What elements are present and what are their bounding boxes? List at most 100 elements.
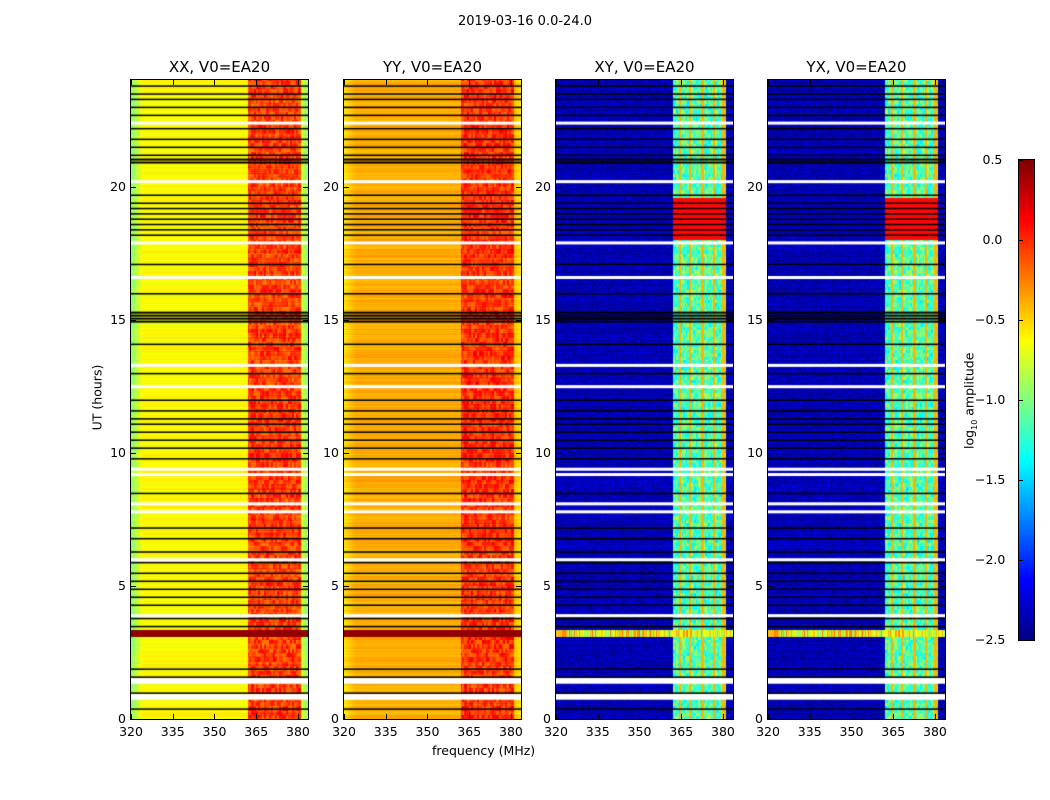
- y-tick-mark: [344, 719, 349, 720]
- x-tick-label: 380: [923, 724, 947, 739]
- x-tick-label: 320: [756, 724, 780, 739]
- y-tick-mark: [131, 719, 136, 720]
- x-tick-mark: [469, 80, 471, 85]
- x-tick-label: 335: [797, 724, 822, 739]
- colorbar-tick-label: −2.0: [975, 552, 1006, 567]
- x-tick-mark: [768, 80, 769, 85]
- heatmap-panel-xy: [556, 80, 733, 719]
- y-tick-mark: [768, 452, 773, 454]
- plot-frame: [767, 79, 946, 720]
- y-tick-label: 20: [535, 178, 551, 194]
- x-tick-mark: [597, 714, 599, 719]
- x-tick-mark: [297, 80, 299, 85]
- y-tick-mark: [131, 186, 136, 188]
- colorbar-tick-label: 0.0: [982, 232, 1003, 247]
- y-tick-label: 10: [747, 444, 763, 460]
- x-tick-mark: [344, 80, 345, 85]
- x-tick-mark: [681, 80, 683, 85]
- x-tick-mark: [893, 714, 895, 719]
- x-tick-mark: [256, 80, 258, 85]
- x-tick-mark: [172, 714, 174, 719]
- y-tick-mark: [344, 186, 349, 188]
- x-tick-mark: [722, 80, 724, 85]
- x-tick-mark: [851, 80, 853, 85]
- panel-title: YX, V0=EA20: [806, 58, 907, 76]
- y-tick-label: 5: [755, 577, 763, 593]
- x-tick-label: 365: [669, 724, 694, 739]
- y-tick-mark: [516, 585, 521, 587]
- y-tick-mark: [556, 319, 561, 321]
- y-tick-mark: [768, 719, 773, 720]
- y-tick-label: 20: [747, 178, 763, 194]
- x-tick-label: 320: [544, 724, 568, 739]
- x-tick-mark: [934, 714, 936, 719]
- x-tick-label: 335: [160, 724, 185, 739]
- x-tick-mark: [851, 714, 853, 719]
- x-tick-mark: [893, 80, 895, 85]
- x-tick-mark: [131, 80, 132, 85]
- panel-title: XX, V0=EA20: [168, 58, 271, 76]
- y-tick-mark: [940, 719, 945, 720]
- y-tick-mark: [131, 585, 136, 587]
- x-tick-label: 380: [711, 724, 735, 739]
- x-tick-label: 365: [881, 724, 906, 739]
- y-tick-mark: [728, 719, 733, 720]
- x-tick-mark: [597, 80, 599, 85]
- x-tick-label: 320: [332, 724, 356, 739]
- colorbar-label: log10 amplitude: [961, 346, 979, 456]
- y-tick-mark: [556, 585, 561, 587]
- colorbar: [1019, 160, 1034, 640]
- x-tick-mark: [556, 80, 557, 85]
- colorbar-label-sub: 10: [969, 419, 979, 430]
- y-tick-mark: [303, 186, 308, 188]
- x-tick-mark: [131, 714, 132, 719]
- y-tick-label: 20: [323, 178, 339, 194]
- y-tick-label: 20: [110, 178, 126, 194]
- y-tick-mark: [131, 452, 136, 454]
- y-tick-label: 10: [323, 444, 339, 460]
- y-tick-mark: [556, 719, 561, 720]
- heatmap-panel-yy: [344, 80, 521, 719]
- x-tick-label: 350: [839, 724, 864, 739]
- plot-frame: [555, 79, 734, 720]
- y-tick-mark: [556, 452, 561, 454]
- y-tick-mark: [303, 319, 308, 321]
- x-tick-mark: [681, 714, 683, 719]
- y-tick-mark: [728, 186, 733, 188]
- x-tick-mark: [639, 80, 641, 85]
- x-tick-mark: [722, 714, 724, 719]
- y-tick-mark: [768, 186, 773, 188]
- x-tick-label: 380: [286, 724, 310, 739]
- y-tick-mark: [728, 319, 733, 321]
- x-tick-mark: [510, 714, 512, 719]
- figure-title: 2019-03-16 0.0-24.0: [458, 14, 592, 29]
- x-tick-label: 335: [585, 724, 610, 739]
- colorbar-label-main: log: [961, 429, 977, 449]
- y-tick-mark: [303, 585, 308, 587]
- x-tick-label: 380: [499, 724, 523, 739]
- colorbar-tick-label: −1.0: [975, 392, 1006, 407]
- y-tick-mark: [768, 585, 773, 587]
- y-tick-mark: [516, 186, 521, 188]
- x-tick-mark: [385, 714, 387, 719]
- x-tick-label: 365: [457, 724, 482, 739]
- y-tick-mark: [768, 319, 773, 321]
- y-tick-mark: [344, 319, 349, 321]
- plot-frame: [130, 79, 309, 720]
- heatmap-panel-xx: [131, 80, 308, 719]
- x-tick-label: 365: [244, 724, 269, 739]
- x-tick-mark: [385, 80, 387, 85]
- x-tick-label: 350: [627, 724, 652, 739]
- x-tick-label: 350: [415, 724, 440, 739]
- y-tick-label: 15: [110, 311, 126, 327]
- x-tick-mark: [510, 80, 512, 85]
- y-tick-mark: [303, 719, 308, 720]
- x-tick-mark: [469, 714, 471, 719]
- x-tick-mark: [427, 80, 429, 85]
- y-tick-label: 10: [535, 444, 551, 460]
- x-tick-label: 320: [119, 724, 143, 739]
- y-tick-label: 0: [331, 711, 339, 726]
- colorbar-tick-label: −2.5: [975, 632, 1006, 647]
- y-tick-mark: [940, 452, 945, 454]
- panel-title: XY, V0=EA20: [594, 58, 695, 76]
